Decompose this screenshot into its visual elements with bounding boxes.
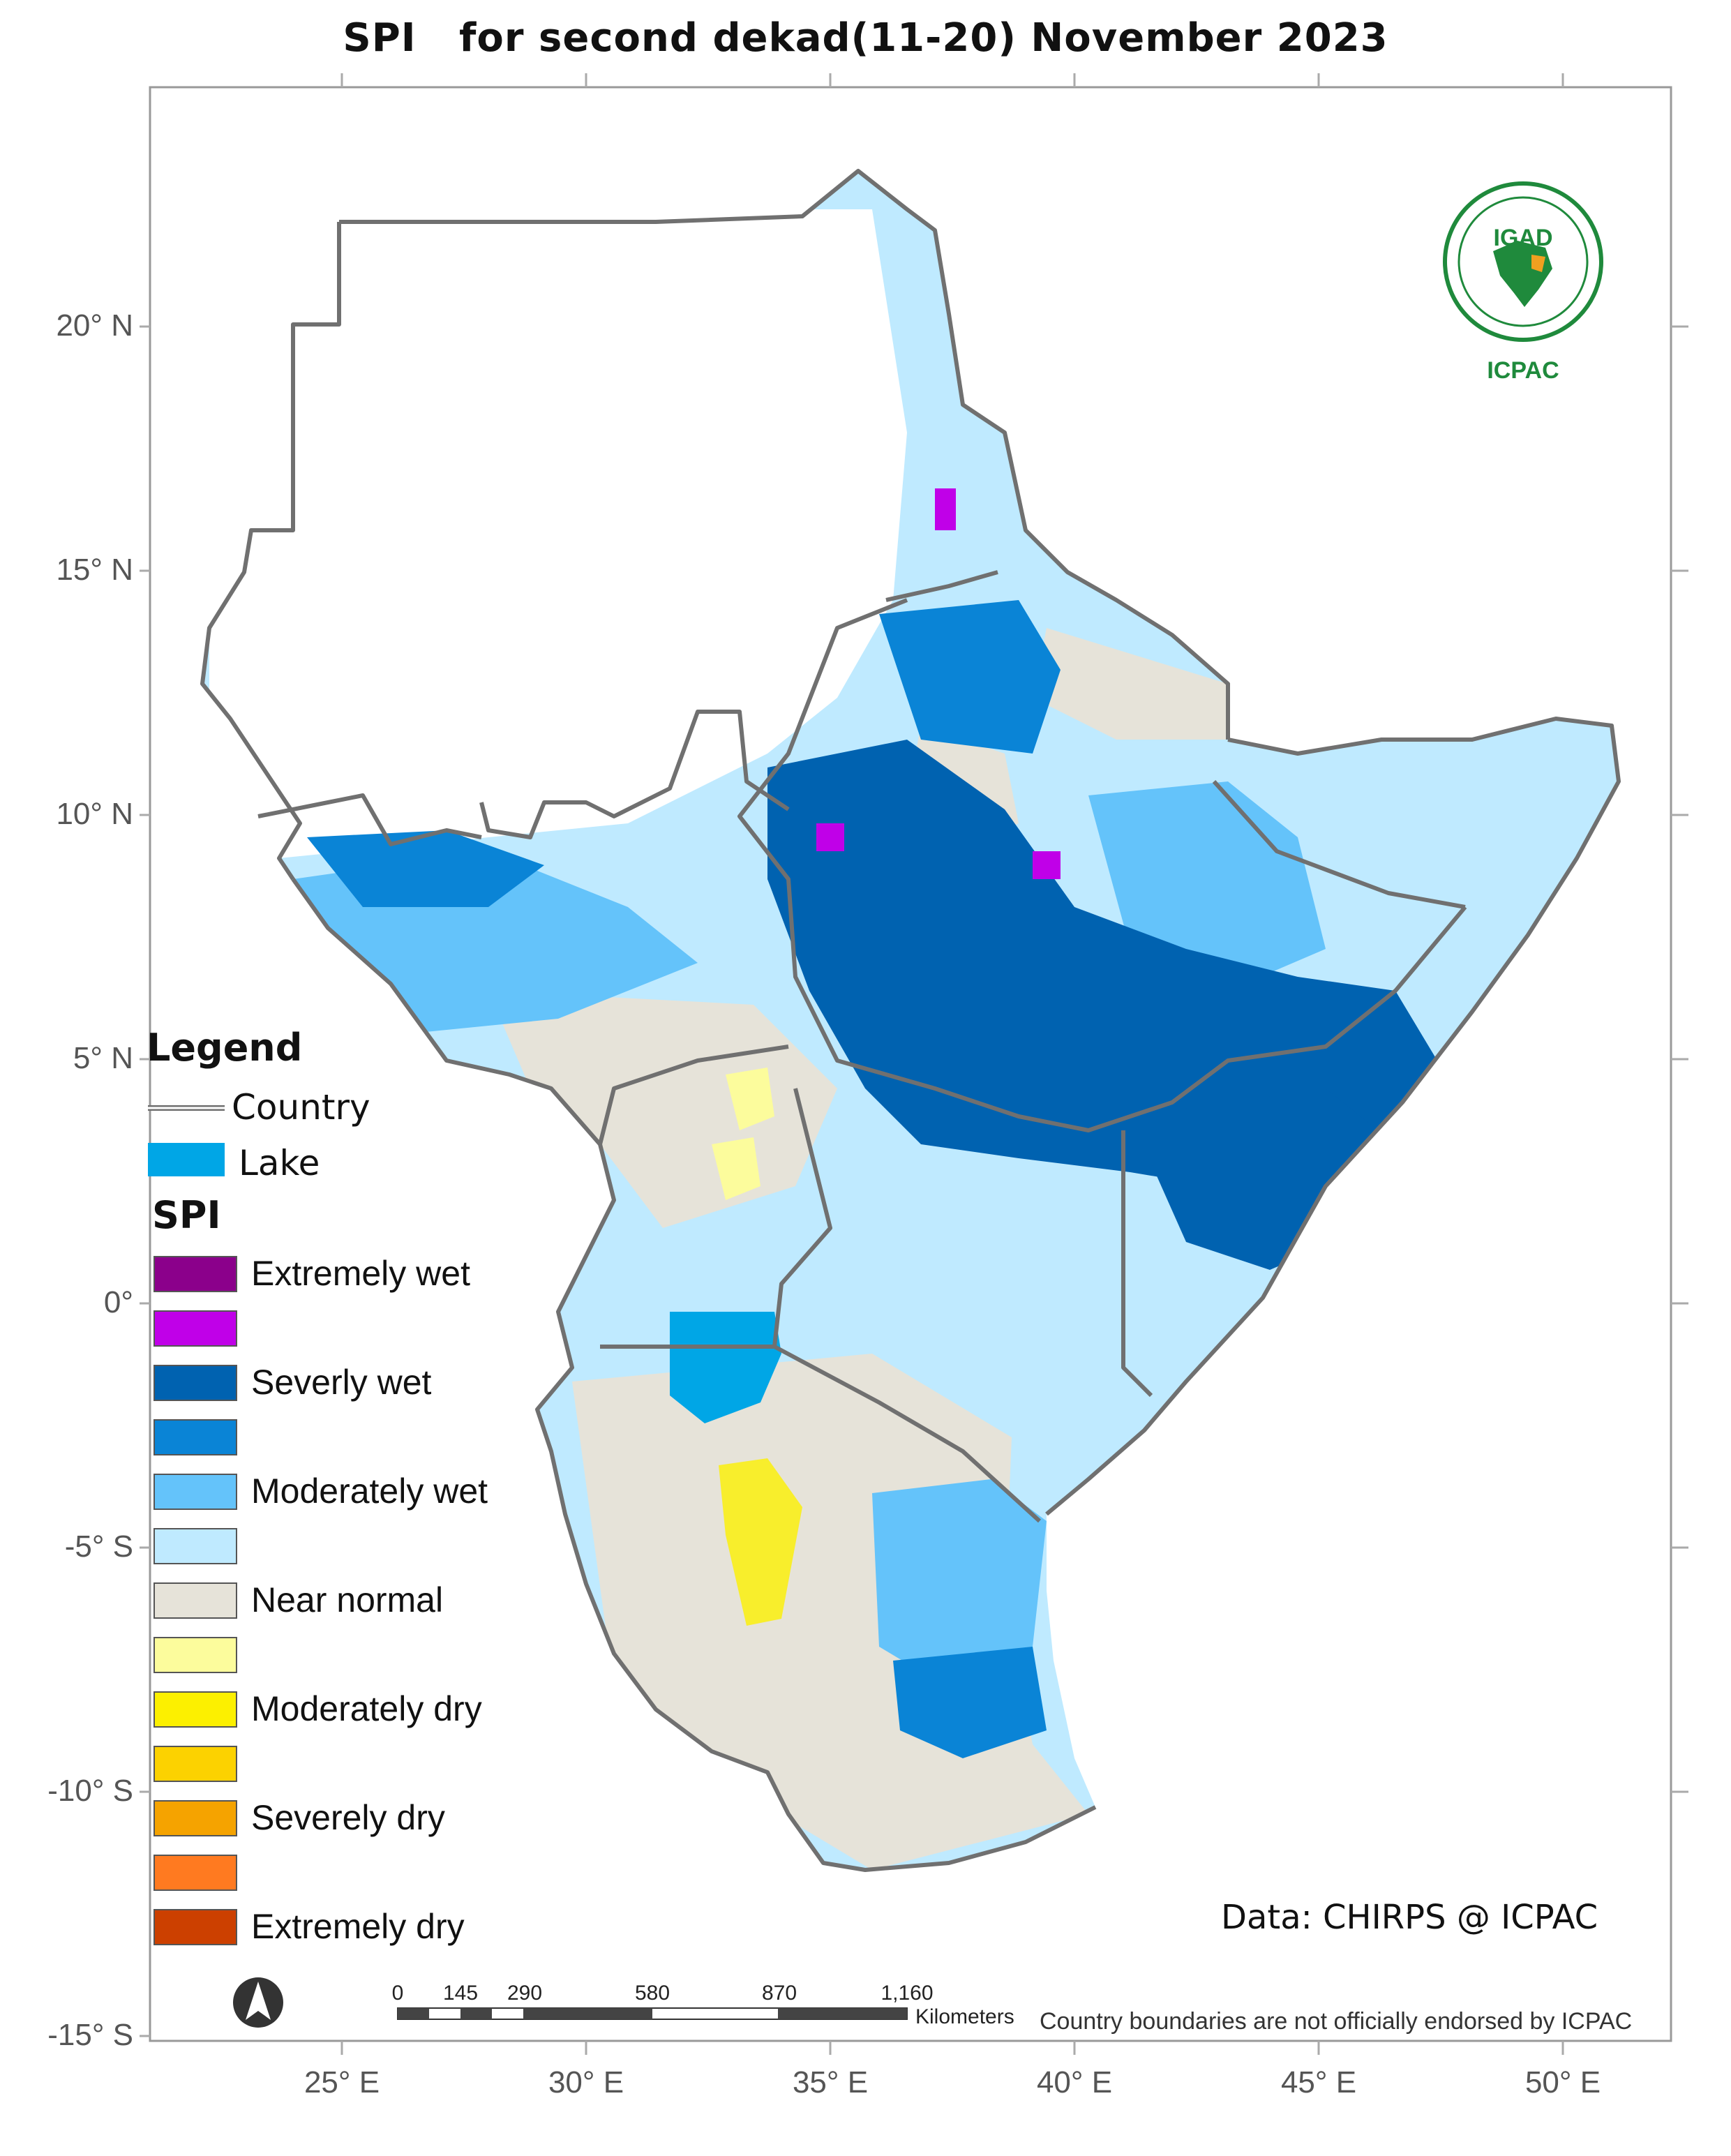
extremely-wet-patch-2 <box>816 823 844 851</box>
moderately-wet-zone-tanzania <box>872 1479 1047 1689</box>
scale-tick-0: 0 <box>391 1982 404 2005</box>
legend-country-label: Country <box>232 1087 370 1128</box>
spi-swatch-4 <box>153 1474 237 1510</box>
wet-zone-tanzania-east <box>893 1647 1047 1758</box>
severely-wet-zone-ethiopia-somalia <box>767 740 1437 1186</box>
spi-label-8: Moderately dry <box>251 1689 482 1728</box>
lon-label-40e: 40° E <box>1036 2065 1113 2099</box>
scale-tick-580: 580 <box>634 1982 670 2005</box>
lon-label-25e: 25° E <box>304 2065 380 2099</box>
north-arrow <box>233 1977 283 2028</box>
spi-label-6: Near normal <box>251 1580 444 1619</box>
dry-patch-tanzania <box>719 1458 802 1626</box>
spi-swatch-5 <box>153 1528 237 1564</box>
scale-tick-1160: 1,160 <box>881 1982 934 2005</box>
lat-label-20n: 20° N <box>56 308 133 343</box>
data-credit: Data: CHIRPS @ ICPAC <box>1221 1898 1598 1937</box>
igad-logo: IGAD ICPAC <box>1441 183 1605 385</box>
lat-label-10s: -10° S <box>47 1774 133 1808</box>
legend-lake-label: Lake <box>239 1143 320 1183</box>
map-frame <box>149 86 1672 2042</box>
legend-country: Country <box>232 1087 370 1128</box>
near-normal-zone-north <box>1033 628 1228 740</box>
extremely-wet-patch-1 <box>935 488 956 530</box>
lat-label-5s: -5° S <box>64 1529 133 1564</box>
spi-swatch-1 <box>153 1310 237 1347</box>
spi-label-0: Extremely wet <box>251 1254 470 1293</box>
spi-label-10: Severely dry <box>251 1798 445 1837</box>
lat-label-15s: -15° S <box>47 2018 133 2052</box>
lat-label-0: 0° <box>103 1285 133 1319</box>
lon-label-30e: 30° E <box>548 2065 624 2099</box>
lon-label-45e: 45° E <box>1280 2065 1357 2099</box>
spi-swatch-8 <box>153 1691 237 1728</box>
spi-label-12: Extremely dry <box>251 1907 465 1946</box>
spi-swatch-2 <box>153 1365 237 1401</box>
wet-zone-ethiopia-north <box>879 600 1061 754</box>
spi-swatch-0 <box>153 1256 237 1292</box>
spi-swatch-7 <box>153 1637 237 1673</box>
legend-title: Legend <box>147 1026 303 1070</box>
legend-lake: Lake <box>239 1143 320 1183</box>
spi-swatch-9 <box>153 1746 237 1782</box>
sudan-no-data-area <box>209 209 907 858</box>
longitude-ticks <box>340 73 1564 2055</box>
scale-unit-label: Kilometers <box>915 2005 1014 2028</box>
country-borders <box>200 169 1621 1872</box>
icpac-logo-text: ICPAC <box>1487 357 1559 384</box>
disclaimer-text: Country boundaries are not officially en… <box>1040 2008 1633 2035</box>
legend-lake-swatch <box>148 1143 225 1176</box>
lake-victoria <box>670 1312 781 1423</box>
spi-label-4: Moderately wet <box>251 1472 488 1511</box>
scale-tick-870: 870 <box>761 1982 797 2005</box>
spi-swatch-6 <box>153 1582 237 1619</box>
spi-swatch-10 <box>153 1800 237 1836</box>
lat-label-10n: 10° N <box>56 797 133 831</box>
scale-tick-145: 145 <box>442 1982 479 2005</box>
igad-logo-text: IGAD <box>1493 225 1553 251</box>
dry-patch-uganda <box>726 1068 774 1130</box>
extremely-wet-patch-3 <box>1033 851 1061 879</box>
spi-swatch-3 <box>153 1419 237 1455</box>
lat-label-5n: 5° N <box>73 1041 133 1075</box>
scale-bar <box>397 2007 908 2020</box>
spi-legend-title: SPI <box>152 1193 221 1237</box>
spi-raster <box>202 171 1619 1870</box>
spi-swatch-11 <box>153 1855 237 1891</box>
spi-swatch-12 <box>153 1909 237 1945</box>
severely-wet-zone-ssudan <box>307 830 544 907</box>
lon-label-50e: 50° E <box>1524 2065 1601 2099</box>
dry-patch-kenya <box>712 1137 760 1200</box>
spi-label-2: Severly wet <box>251 1363 432 1402</box>
scale-tick-290: 290 <box>507 1982 543 2005</box>
map-title: SPI for second dekad(11-20) November 202… <box>343 15 1388 61</box>
lon-label-35e: 35° E <box>792 2065 869 2099</box>
latitude-ticks <box>140 325 1688 2037</box>
lat-label-15n: 15° N <box>56 553 133 587</box>
igad-logo-graphic <box>1443 181 1603 342</box>
